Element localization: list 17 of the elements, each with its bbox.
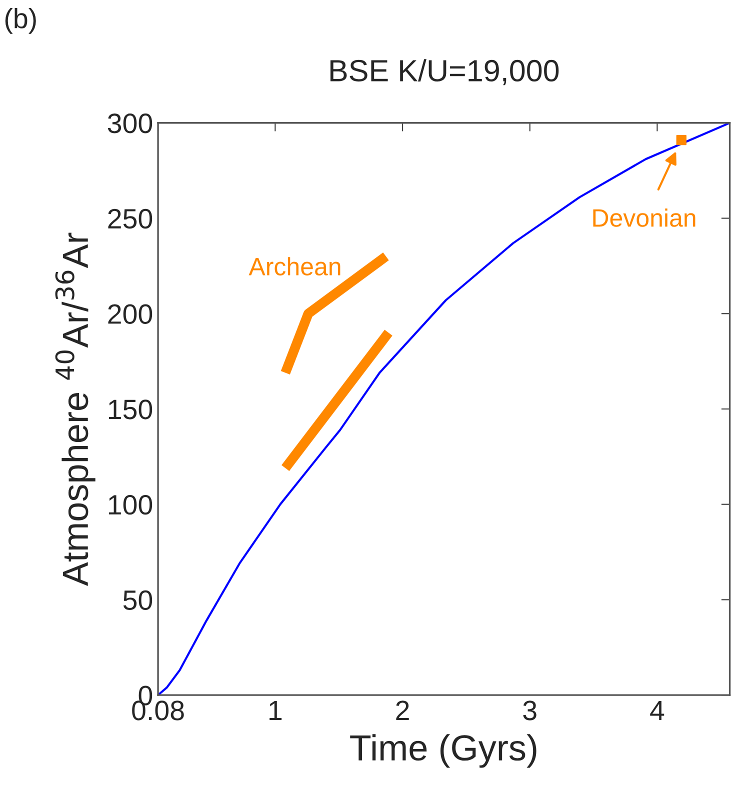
y-tick-label: 300 — [108, 114, 152, 134]
annotation: Archean — [248, 257, 340, 276]
x-tick-label: 4 — [650, 700, 664, 720]
chart-title: BSE K/U=19,000 — [330, 59, 559, 86]
x-tick-label: 1 — [270, 700, 282, 720]
x-axis-title: Time (Gyrs) — [350, 734, 536, 768]
text: (b) — [5, 8, 36, 34]
y-tick-label: 200 — [108, 304, 152, 324]
y-tick-label: 250 — [108, 208, 152, 229]
y-tick-label: 150 — [108, 400, 152, 420]
y-tick-label: 100 — [108, 495, 152, 515]
y-axis-title: Atmosphere $^{40}$Ar/$^{36}$Ar — [55, 232, 96, 586]
line-series — [158, 122, 730, 696]
x-tick-label: 3 — [523, 700, 536, 720]
annotation: Devonian — [593, 208, 696, 227]
x-tick-label: 2 — [396, 700, 409, 720]
y-tick-label: 50 — [123, 590, 152, 610]
